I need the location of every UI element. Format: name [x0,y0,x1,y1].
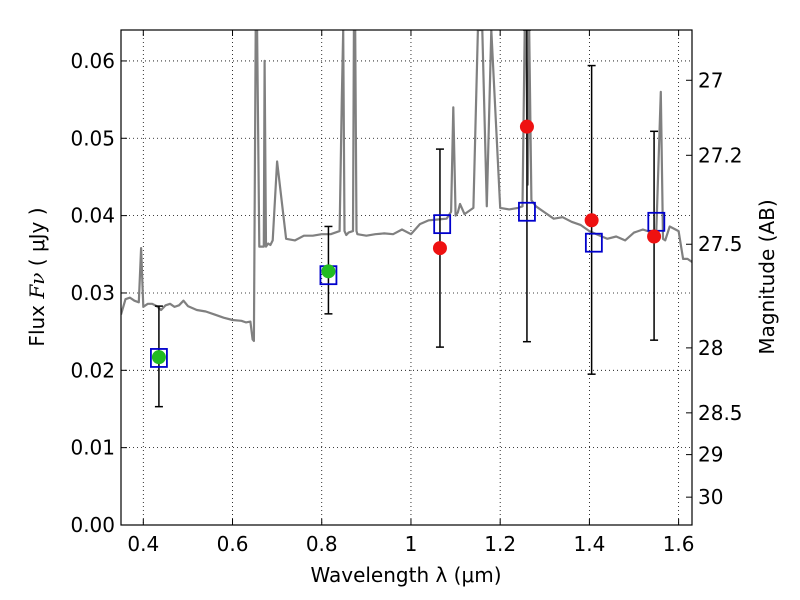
model-square-marker [433,214,452,235]
y2-tick-label: 27.2 [698,143,743,167]
y-tick-label: 0.04 [70,204,115,228]
y2-tick-label: 30 [698,485,723,509]
y2-tick-label: 28.5 [698,401,743,425]
photometry-point [151,350,166,365]
y2-axis: 27 27.2 27.5 28 28.5 29 30 [686,68,743,509]
photometry-point [321,264,336,279]
x-tick-label: 1.6 [663,532,695,556]
x-tick-label: 1 [405,532,418,556]
y-tick-label: 0.01 [70,436,115,460]
y2-tick-label: 27 [698,68,723,92]
marker-layer [150,119,666,368]
grid [121,30,692,526]
y-tick-label: 0.00 [70,513,115,537]
y-axis: 0.00 0.01 0.02 0.03 0.04 0.05 0.06 [70,49,127,537]
x-axis-label: Wavelength λ (μm) [310,563,501,587]
plot-background [121,30,692,525]
model-square-marker [150,348,168,368]
y-tick-label: 0.06 [70,49,115,73]
x-axis: 0.4 0.6 0.8 1 1.2 1.4 1.6 [127,30,695,556]
spectrum-line [121,30,692,342]
y2-tick-label: 27.5 [698,232,743,256]
photometry-point [584,213,599,228]
photometry-point [432,241,447,256]
y-axis-label-math: Fν [25,273,49,300]
photometry-point [519,119,534,134]
spectrum-layer [121,30,692,342]
y-axis-label-prefix: Flux [25,299,49,347]
x-tick-label: 1.4 [573,532,605,556]
x-tick-label: 0.6 [217,532,249,556]
y2-tick-label: 28 [698,336,723,360]
plot-frame [120,29,693,526]
model-square-marker [584,232,603,253]
x-tick-label: 0.4 [127,532,159,556]
y2-axis-label: Magnitude (AB) [755,199,779,354]
y-tick-label: 0.03 [70,281,115,305]
model-square-marker [518,201,536,222]
y-axis-label-suffix: ( μJy ) [25,207,49,272]
photometry-point [647,229,662,244]
y-axis-label: Flux Fν ( μJy ) [25,207,49,346]
y-tick-label: 0.02 [70,358,115,382]
y-tick-label: 0.05 [70,126,115,150]
x-tick-label: 1.2 [484,532,516,556]
x-tick-label: 0.8 [306,532,338,556]
y2-tick-label: 29 [698,443,723,467]
